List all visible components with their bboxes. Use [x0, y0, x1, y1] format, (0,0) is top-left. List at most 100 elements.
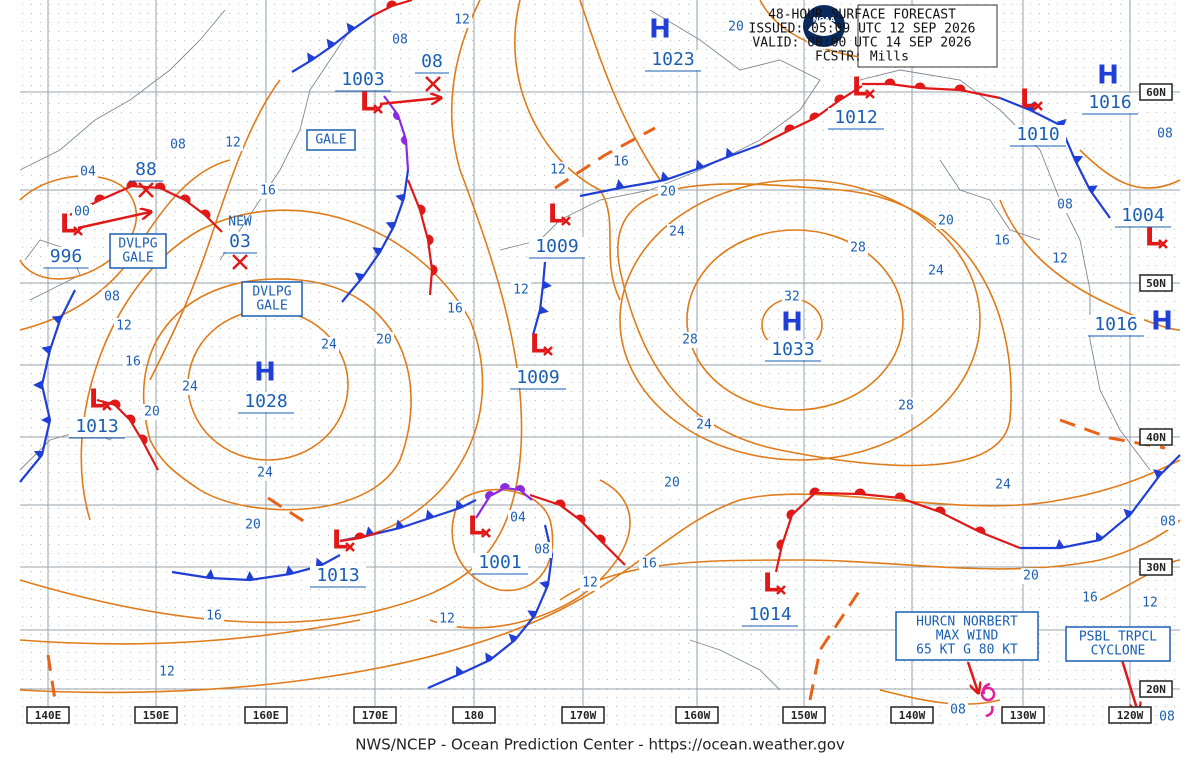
isobar-label-bg — [1158, 514, 1178, 530]
isobar-label: 12 — [116, 319, 132, 334]
isobar-label-bg — [896, 398, 916, 414]
isobar-label-bg — [319, 337, 339, 353]
isobar-label-bg — [168, 137, 188, 153]
pressure-bg — [223, 232, 257, 252]
isobar-label-bg — [1155, 126, 1175, 142]
isobar-label: 16 — [613, 155, 629, 170]
longitude-label: 120W — [1117, 709, 1144, 722]
low-x — [73, 226, 83, 236]
pressure-bg — [1088, 315, 1144, 335]
annotation-text: GALE — [315, 133, 346, 148]
isobar-label: 24 — [321, 338, 337, 353]
isobar-label: 20 — [245, 518, 261, 533]
low-x — [776, 585, 786, 595]
longitude-label: 140W — [899, 709, 926, 722]
isobar-label: 32 — [784, 290, 800, 305]
annotation-box — [109, 233, 167, 269]
isobar-label: 12 — [1142, 596, 1158, 611]
isobar-label: 20 — [1023, 569, 1039, 584]
longitude-box — [561, 706, 605, 724]
pressure-bg — [765, 340, 821, 360]
isobar-label-bg — [243, 517, 263, 533]
pressure-bg — [129, 160, 163, 180]
isobar-label: 04 — [80, 165, 96, 180]
low-symbol: L — [332, 526, 349, 556]
longitude-label: 150W — [791, 709, 818, 722]
isobar-label-bg — [204, 608, 224, 624]
isobar-label-bg — [662, 475, 682, 491]
isobar-label-bg — [437, 611, 457, 627]
annotation-text: DVLPG — [252, 285, 291, 300]
longitude-box — [782, 706, 826, 724]
low-symbol: L — [530, 330, 547, 360]
isobar-label: 08 — [1160, 515, 1176, 530]
longitude-label: 180 — [464, 709, 484, 722]
isobar-label-bg — [180, 379, 200, 395]
isobar-label-bg — [667, 224, 687, 240]
header-valid: VALID: 00:00 UTC 14 SEP 2026 — [752, 36, 971, 51]
pressure-bg — [529, 237, 585, 257]
isobar-label-bg — [532, 542, 552, 558]
low-symbol: L — [60, 210, 77, 240]
longitude-label: 160E — [253, 709, 280, 722]
isobar-label-bg — [223, 135, 243, 151]
pressure-bg — [1115, 206, 1171, 226]
pressure-bg — [415, 52, 449, 72]
isobar-label: 08 — [950, 703, 966, 718]
isobar-label-bg — [508, 510, 528, 526]
longitude-label: 170W — [570, 709, 597, 722]
longitude-box — [353, 706, 397, 724]
longitude-box — [1108, 706, 1152, 724]
isobar-label-bg — [993, 477, 1013, 493]
high-symbol: H — [649, 15, 671, 45]
isobar-label-bg — [726, 19, 746, 35]
pressure-label: 1010 — [1016, 124, 1059, 145]
isobar-label-bg — [1050, 251, 1070, 267]
isobar-label-bg — [680, 332, 700, 348]
low-symbol: L — [468, 512, 485, 542]
pressure-label: 1016 — [1088, 92, 1131, 113]
isobar-label: 08 — [392, 33, 408, 48]
low-x — [232, 254, 248, 270]
longitude-box — [134, 706, 178, 724]
annotation-text: DVLPG — [118, 237, 157, 252]
pressure-bg — [1010, 125, 1066, 145]
isobar-label: 16 — [447, 302, 463, 317]
isobar-label-bg — [255, 465, 275, 481]
pressure-bg — [69, 417, 125, 437]
isobar-label: 20 — [144, 405, 160, 420]
isobar-label-bg — [580, 575, 600, 591]
pressure-label: 08 — [421, 51, 443, 72]
isobar-label-bg — [258, 183, 278, 199]
longitude-label: 150E — [143, 709, 170, 722]
pressure-bg — [1082, 93, 1138, 113]
isobar-label: 16 — [206, 609, 222, 624]
isobar-label-bg — [948, 702, 968, 718]
isobar-label-bg — [1157, 709, 1177, 725]
header-box — [801, 3, 998, 68]
low-symbol: L — [852, 73, 869, 103]
isobar-label-bg — [611, 154, 631, 170]
annotation-text: GALE — [256, 299, 287, 314]
annotation-box — [241, 281, 303, 317]
pressure-label: 1033 — [771, 339, 814, 360]
isobar-label-bg — [114, 318, 134, 334]
isobar-label: 08 — [1057, 198, 1073, 213]
isobar-label-bg — [123, 354, 143, 370]
low-x — [481, 528, 491, 538]
low-symbol: L — [763, 569, 780, 599]
longitude-box — [452, 706, 496, 724]
latitude-label: 60N — [1146, 86, 1166, 99]
isobar-label: 12 — [159, 665, 175, 680]
pressure-bg — [43, 247, 89, 267]
isobar-label-bg — [445, 301, 465, 317]
logo-text: NOAA — [813, 16, 836, 24]
high-symbol: H — [254, 358, 276, 388]
pressure-bg — [310, 566, 366, 586]
isobar-label-bg — [374, 332, 394, 348]
longitude-label: 130W — [1010, 709, 1037, 722]
isobar-label-bg — [511, 282, 531, 298]
fronts — [19, 0, 1181, 690]
pressure-bg — [828, 108, 884, 128]
header-issued: ISSUED: 05:09 UTC 12 SEP 2026 — [749, 22, 976, 37]
